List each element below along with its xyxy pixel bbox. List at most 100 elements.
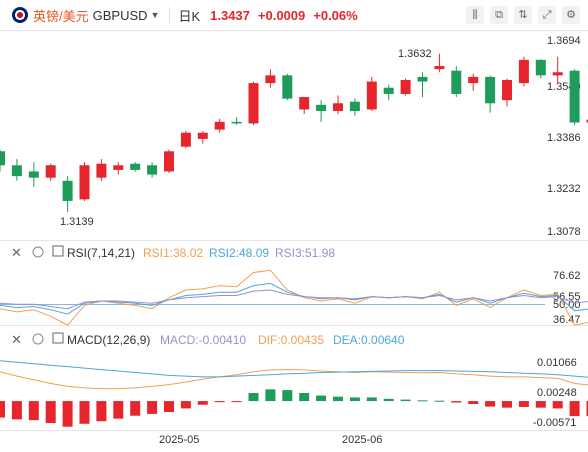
macd-bar xyxy=(282,390,293,402)
compare-icon[interactable]: ⇅ xyxy=(514,6,532,24)
macd-bar xyxy=(468,401,479,405)
macd-bar xyxy=(333,396,343,402)
main-y-tick: 1.3386 xyxy=(547,132,581,144)
candle-body xyxy=(299,97,310,110)
macd-bar xyxy=(518,401,529,407)
candle-body xyxy=(316,104,327,112)
candle-body xyxy=(45,165,56,178)
macd-bar xyxy=(349,397,360,402)
collapse-icon[interactable]: ✕ xyxy=(11,332,22,347)
candle-style-icon[interactable]: ⫼ xyxy=(466,6,484,24)
candle-body xyxy=(502,79,512,101)
period-selector[interactable]: 日K xyxy=(178,8,201,24)
macd-bar xyxy=(434,400,445,402)
macd-bar xyxy=(451,401,462,403)
settings-icon[interactable] xyxy=(32,333,44,345)
macd-bar xyxy=(535,401,546,408)
macd-bar xyxy=(147,401,158,414)
macd-bar xyxy=(265,389,276,402)
macd-bar xyxy=(485,401,496,407)
candle-body xyxy=(535,59,546,76)
main-y-tick: 1.3694 xyxy=(547,35,581,47)
macd-bar xyxy=(180,401,191,409)
symbol-code[interactable]: GBPUSD xyxy=(92,7,148,23)
macd-bar xyxy=(316,395,327,402)
candle-body xyxy=(552,72,563,76)
macd-y-tick: 0.01066 xyxy=(537,357,577,369)
rsi2-value: RSI2:48.09 xyxy=(209,246,269,260)
macd-bar xyxy=(400,399,411,402)
header-bar: 英镑/美元 GBPUSD ▼ 日K 1.3437 +0.0009 +0.06% … xyxy=(0,0,588,30)
dea-line xyxy=(0,360,588,378)
candle-body xyxy=(569,70,580,123)
main-y-tick: 1.3078 xyxy=(547,226,581,238)
indicator-icon[interactable]: ⧉ xyxy=(490,6,508,24)
rsi-y-tick: 50.00 xyxy=(553,299,581,311)
candle-body xyxy=(383,87,394,94)
chevron-down-icon[interactable]: ▼ xyxy=(150,10,160,20)
candle-body xyxy=(468,76,479,84)
candle-body xyxy=(96,163,107,178)
last-price: 1.3437 xyxy=(210,7,250,23)
dea-value: DEA:0.00640 xyxy=(333,333,405,347)
gb-flag-icon xyxy=(12,7,28,23)
macd-bar xyxy=(417,400,428,402)
macd-bar xyxy=(62,401,73,427)
candle-body xyxy=(11,165,22,177)
low-marker-label: 1.3139 xyxy=(60,216,94,228)
candle-body xyxy=(113,165,124,170)
macd-bar xyxy=(383,398,394,402)
macd-bar xyxy=(28,401,39,421)
candle-body xyxy=(180,132,191,147)
candle-body xyxy=(231,121,242,124)
macd-bar xyxy=(113,401,124,419)
candle-body xyxy=(485,76,496,104)
candle-body xyxy=(130,163,141,170)
rsi-lines xyxy=(0,269,588,326)
macd-bar xyxy=(569,401,580,417)
fullscreen-icon[interactable]: ⤢ xyxy=(538,6,556,24)
candle-body xyxy=(265,75,276,84)
rsi-y-tick: 76.62 xyxy=(553,270,581,282)
macd-bar xyxy=(366,397,377,402)
macd-bar xyxy=(79,401,90,424)
expand-icon[interactable] xyxy=(52,245,64,257)
candle-body xyxy=(586,119,588,123)
candle-body xyxy=(282,75,293,99)
high-marker-label: 1.3632 xyxy=(398,48,432,60)
candle-body xyxy=(28,171,39,178)
macd-bar xyxy=(299,393,310,402)
macd-bar xyxy=(248,393,259,402)
rsi1-value: RSI1:38.02 xyxy=(143,246,203,260)
collapse-icon[interactable]: ✕ xyxy=(11,245,22,260)
settings-icon[interactable]: ⚙ xyxy=(562,6,580,24)
x-tick-2025-06: 2025-06 xyxy=(342,434,382,446)
price-change-pct: +0.06% xyxy=(313,7,358,23)
toolbar: ⫼ ⧉ ⇅ ⤢ ⚙ xyxy=(466,6,580,24)
expand-icon[interactable] xyxy=(52,332,64,344)
macd-bar xyxy=(214,401,225,403)
symbol-name-cn[interactable]: 英镑/美元 xyxy=(33,8,89,24)
dif-line xyxy=(0,369,588,390)
rsi-series-rsi3 xyxy=(0,289,588,310)
dif-value: DIF:0.00435 xyxy=(258,333,324,347)
divider xyxy=(169,7,171,23)
candle-body xyxy=(417,76,428,82)
settings-icon[interactable] xyxy=(32,246,44,258)
candle-body xyxy=(366,81,377,110)
candle-body xyxy=(349,101,360,112)
candle-body xyxy=(147,165,158,175)
candle-body xyxy=(0,151,5,166)
macd-bar xyxy=(11,401,22,420)
candlestick-series xyxy=(0,53,588,213)
candle-body xyxy=(164,151,174,172)
candle-body xyxy=(197,132,208,139)
macd-title: MACD(12,26,9) xyxy=(67,333,150,347)
macd-bar xyxy=(164,401,174,413)
rsi3-value: RSI3:51.98 xyxy=(275,246,335,260)
main-y-tick: 1.3232 xyxy=(547,183,581,195)
macd-y-tick: 0.00248 xyxy=(537,387,577,399)
macd-bar xyxy=(130,401,141,416)
macd-bar xyxy=(502,401,512,408)
